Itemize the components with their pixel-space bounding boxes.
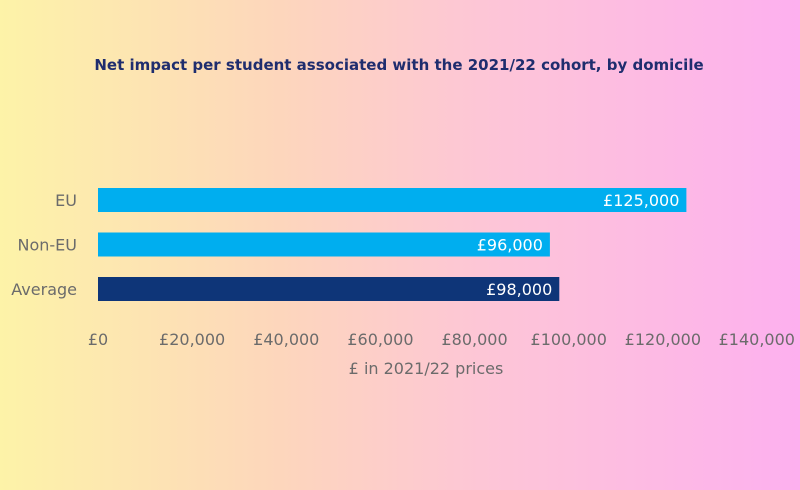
x-axis-ticks: £0 £20,000 £40,000 £60,000 £80,000 £100,000 £1… <box>88 330 795 349</box>
category-label-eu: EU <box>55 191 77 210</box>
x-tick-label: £0 <box>88 330 108 349</box>
x-tick-label: £100,000 <box>531 330 607 349</box>
bar-non-eu <box>98 232 550 257</box>
category-labels: EU Non-EU Average <box>11 191 77 299</box>
x-tick-label: £40,000 <box>253 330 319 349</box>
data-label-average: £98,000 <box>486 280 552 299</box>
category-label-average: Average <box>11 280 77 299</box>
bar-average <box>98 277 560 301</box>
x-tick-label: £80,000 <box>441 330 507 349</box>
data-label-non-eu: £96,000 <box>477 236 543 255</box>
data-label-eu: £125,000 <box>603 191 679 210</box>
bars <box>98 188 687 301</box>
x-tick-label: £60,000 <box>347 330 413 349</box>
x-tick-label: £20,000 <box>159 330 225 349</box>
chart-title: Net impact per student associated with t… <box>94 56 703 74</box>
x-tick-label: £120,000 <box>625 330 701 349</box>
x-axis-title: £ in 2021/22 prices <box>349 359 504 378</box>
x-tick-label: £140,000 <box>719 330 795 349</box>
data-labels: £125,000 £96,000 £98,000 <box>477 191 680 299</box>
bar-eu <box>98 188 687 212</box>
category-label-non-eu: Non-EU <box>18 236 78 255</box>
